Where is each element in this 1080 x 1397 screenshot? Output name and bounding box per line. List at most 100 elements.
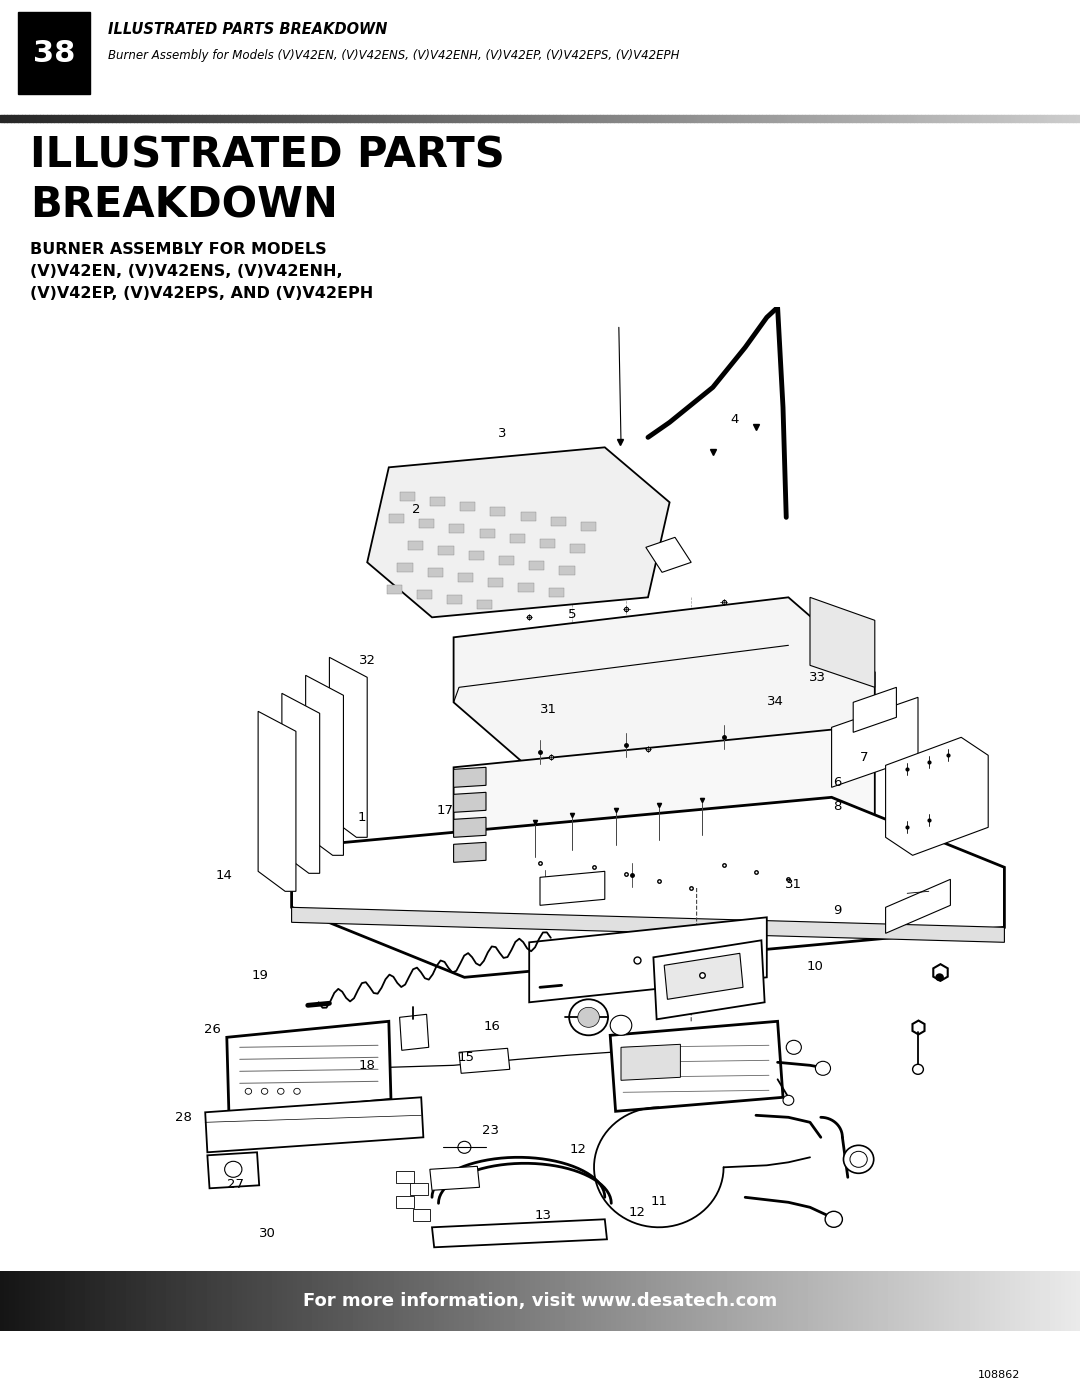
Text: 9: 9 [833, 904, 841, 918]
Circle shape [458, 1141, 471, 1154]
Polygon shape [454, 598, 875, 777]
Text: 19: 19 [252, 968, 269, 982]
Polygon shape [454, 817, 486, 837]
Text: 1: 1 [357, 810, 366, 824]
Polygon shape [664, 953, 743, 999]
Bar [387, 585, 402, 594]
Bar [549, 588, 564, 598]
Polygon shape [610, 1021, 783, 1111]
Text: 12: 12 [629, 1206, 646, 1220]
Bar [540, 539, 555, 549]
Text: 23: 23 [482, 1123, 499, 1137]
Text: 15: 15 [458, 1051, 475, 1065]
Circle shape [843, 1146, 874, 1173]
Circle shape [578, 1007, 599, 1027]
Text: 34: 34 [767, 694, 784, 708]
Text: 26: 26 [204, 1023, 221, 1037]
Bar [417, 591, 432, 599]
Bar [551, 517, 566, 527]
Polygon shape [292, 907, 1004, 943]
Circle shape [815, 1062, 831, 1076]
Circle shape [913, 1065, 923, 1074]
Bar [400, 492, 415, 502]
Text: 18: 18 [359, 1059, 376, 1073]
Circle shape [783, 1095, 794, 1105]
Polygon shape [832, 697, 918, 788]
Bar [438, 546, 454, 556]
Polygon shape [410, 1183, 428, 1196]
Bar [480, 529, 495, 538]
Bar [18, 13, 90, 94]
Circle shape [225, 1161, 242, 1178]
Bar [447, 595, 462, 605]
Bar [559, 566, 575, 576]
Polygon shape [454, 792, 486, 812]
Polygon shape [621, 1045, 680, 1080]
Polygon shape [853, 687, 896, 732]
Bar [499, 556, 514, 566]
Bar [430, 497, 445, 506]
Polygon shape [454, 858, 875, 928]
Polygon shape [413, 1210, 430, 1221]
Polygon shape [529, 918, 767, 1002]
Text: ILLUSTRATED PARTS BREAKDOWN: ILLUSTRATED PARTS BREAKDOWN [108, 22, 388, 38]
Text: 14: 14 [215, 869, 232, 883]
Text: 4: 4 [730, 412, 739, 426]
Text: 108862: 108862 [977, 1370, 1020, 1380]
Text: 31: 31 [785, 877, 802, 891]
Bar [529, 562, 544, 570]
Text: 2: 2 [411, 503, 420, 517]
Text: 13: 13 [535, 1208, 552, 1222]
Text: 33: 33 [809, 671, 826, 685]
Circle shape [935, 974, 944, 981]
Bar [477, 601, 492, 609]
Text: For more information, visit www.desatech.com: For more information, visit www.desatech… [302, 1292, 778, 1310]
Bar [408, 541, 423, 550]
Circle shape [294, 1088, 300, 1094]
Circle shape [610, 1016, 632, 1035]
Circle shape [245, 1088, 252, 1094]
Text: 10: 10 [807, 960, 824, 974]
Polygon shape [540, 872, 605, 905]
Polygon shape [886, 738, 988, 855]
Polygon shape [454, 767, 486, 788]
Polygon shape [282, 693, 320, 873]
Circle shape [569, 999, 608, 1035]
Polygon shape [292, 798, 1004, 978]
Text: 32: 32 [359, 654, 376, 668]
Text: (V)V42EN, (V)V42ENS, (V)V42ENH,: (V)V42EN, (V)V42ENS, (V)V42ENH, [30, 264, 342, 279]
Circle shape [850, 1151, 867, 1168]
Polygon shape [367, 447, 670, 617]
Text: ILLUSTRATED PARTS: ILLUSTRATED PARTS [30, 134, 504, 176]
Bar [460, 503, 475, 511]
Text: 31: 31 [540, 703, 557, 717]
Text: 5: 5 [568, 608, 577, 622]
Bar [570, 545, 585, 553]
Polygon shape [432, 1220, 607, 1248]
Polygon shape [810, 598, 875, 687]
Text: (V)V42EP, (V)V42EPS, AND (V)V42EPH: (V)V42EP, (V)V42EPS, AND (V)V42EPH [30, 286, 374, 302]
Bar [419, 520, 434, 528]
Bar [397, 563, 413, 573]
Polygon shape [396, 1196, 414, 1208]
Polygon shape [258, 711, 296, 891]
Text: 17: 17 [436, 803, 454, 817]
Text: 11: 11 [650, 1194, 667, 1208]
Polygon shape [454, 842, 486, 862]
Text: 6: 6 [833, 775, 841, 789]
Circle shape [786, 1041, 801, 1055]
Text: 3: 3 [498, 426, 507, 440]
Polygon shape [207, 1153, 259, 1189]
Bar [469, 552, 484, 560]
Polygon shape [329, 658, 367, 837]
Polygon shape [400, 1014, 429, 1051]
Text: 28: 28 [175, 1111, 192, 1125]
Polygon shape [886, 879, 950, 933]
Polygon shape [306, 675, 343, 855]
Bar [428, 569, 443, 577]
Text: 8: 8 [833, 799, 841, 813]
Bar [458, 573, 473, 583]
Text: 38: 38 [32, 39, 76, 67]
Polygon shape [430, 1166, 480, 1190]
Bar [488, 578, 503, 587]
